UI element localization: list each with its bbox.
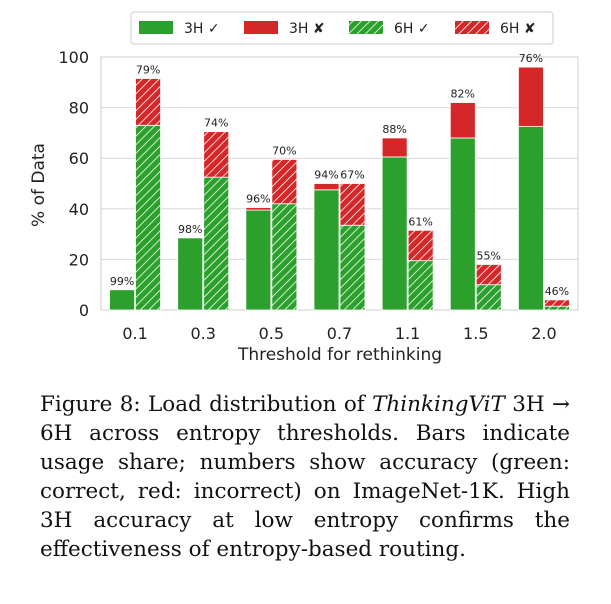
legend: 3H ✓ 3H ✘ 6H ✓ 6H ✘ — [130, 11, 554, 45]
bar-6h-incorrect — [339, 183, 366, 226]
accuracy-label-6h: 70% — [272, 144, 296, 157]
accuracy-label-3h: 76% — [519, 52, 543, 65]
gridlines — [101, 56, 578, 311]
bar-3h-correct — [313, 189, 340, 311]
legend-entry: 6H ✘ — [500, 21, 536, 37]
bar-3h-correct — [245, 209, 272, 311]
bar-3h-correct — [518, 126, 544, 311]
accuracy-label-3h: 82% — [451, 88, 475, 101]
bar-3h-incorrect — [449, 102, 476, 139]
bar-6h-correct — [203, 176, 230, 311]
accuracy-label-6h: 74% — [204, 117, 228, 130]
y-axis-ticks: 0 20 40 60 80 100 — [58, 48, 89, 320]
bar-3h-correct — [177, 237, 204, 311]
x-tick-label: 1.5 — [463, 324, 488, 343]
figure-label: Figure 8: — [40, 392, 141, 417]
bar-6h-incorrect — [271, 159, 298, 205]
model-name: ThinkingViT — [372, 392, 505, 417]
legend-entry: 3H ✓ — [184, 21, 220, 37]
figure-caption: Figure 8: Load distribution of ThinkingV… — [40, 390, 570, 564]
x-tick-label: 0.3 — [190, 324, 215, 343]
x-tick-label: 0.7 — [327, 324, 352, 343]
x-tick-label: 1.1 — [395, 324, 420, 343]
accuracy-label-3h: 88% — [382, 123, 406, 136]
bar-3h-correct — [109, 289, 135, 311]
accuracy-label-6h: 55% — [477, 249, 501, 262]
bar-6h-correct — [271, 203, 298, 311]
accuracy-label-3h: 96% — [246, 193, 270, 206]
y-axis-label: % of Data — [29, 143, 49, 227]
x-tick-label: 0.5 — [259, 324, 284, 343]
bar-6h-incorrect — [544, 299, 570, 307]
accuracy-label-3h: 99% — [110, 275, 134, 288]
bar-6h-correct — [407, 260, 434, 311]
bar-3h-incorrect — [313, 183, 340, 191]
y-tick-label: 0 — [79, 301, 89, 320]
bar-3h-incorrect — [518, 66, 544, 127]
accuracy-labels: 99% 79% 98% 74% 96% 70% 94% 67% 88% 61% 82% 55% 76% 4… — [110, 52, 569, 298]
bar-6h-correct — [339, 224, 366, 311]
bar-6h-correct — [135, 124, 161, 311]
x-tick-label: 0.1 — [122, 324, 147, 343]
bar-6h-correct — [544, 305, 570, 311]
x-tick-label: 2.0 — [531, 324, 556, 343]
accuracy-label-6h: 46% — [545, 285, 569, 298]
bar-3h-correct — [381, 156, 408, 311]
accuracy-label-6h: 67% — [340, 169, 364, 182]
y-tick-label: 40 — [69, 200, 89, 219]
bar-3h-incorrect — [245, 207, 272, 211]
legend-swatch — [139, 21, 173, 34]
bar-3h-incorrect — [381, 137, 408, 158]
accuracy-label-6h: 79% — [136, 64, 160, 77]
bars — [109, 66, 570, 311]
legend-frame — [130, 11, 554, 45]
bar-6h-incorrect — [203, 131, 230, 178]
legend-swatch — [455, 21, 489, 34]
x-axis-label: Threshold for rethinking — [237, 345, 442, 365]
caption-text-before: Load distribution of — [140, 392, 373, 417]
load-distribution-chart: 99% 79% 98% 74% 96% 70% 94% 67% 88% 61% 82% 55% 76% 4… — [29, 11, 579, 365]
legend-entry: 6H ✓ — [394, 21, 430, 37]
accuracy-label-3h: 98% — [178, 223, 202, 236]
x-axis-ticks: 0.1 0.3 0.5 0.7 1.1 1.5 2.0 — [122, 324, 556, 343]
y-tick-label: 100 — [58, 48, 89, 67]
y-tick-label: 20 — [69, 250, 89, 269]
y-tick-label: 60 — [69, 149, 89, 168]
plot-frame — [100, 56, 579, 311]
caption-text-after: 3H → 6H across entropy thresholds. Bars … — [40, 392, 570, 562]
y-tick-label: 80 — [69, 99, 89, 118]
bar-6h-incorrect — [475, 264, 502, 286]
accuracy-label-3h: 94% — [314, 169, 338, 182]
legend-entry: 3H ✘ — [289, 21, 325, 37]
bar-3h-correct — [449, 137, 476, 311]
bar-6h-incorrect — [135, 78, 161, 126]
bar-6h-incorrect — [407, 229, 434, 262]
bar-6h-correct — [475, 284, 502, 311]
legend-swatch — [349, 21, 383, 34]
legend-swatch — [244, 21, 278, 34]
accuracy-label-6h: 61% — [408, 215, 432, 228]
